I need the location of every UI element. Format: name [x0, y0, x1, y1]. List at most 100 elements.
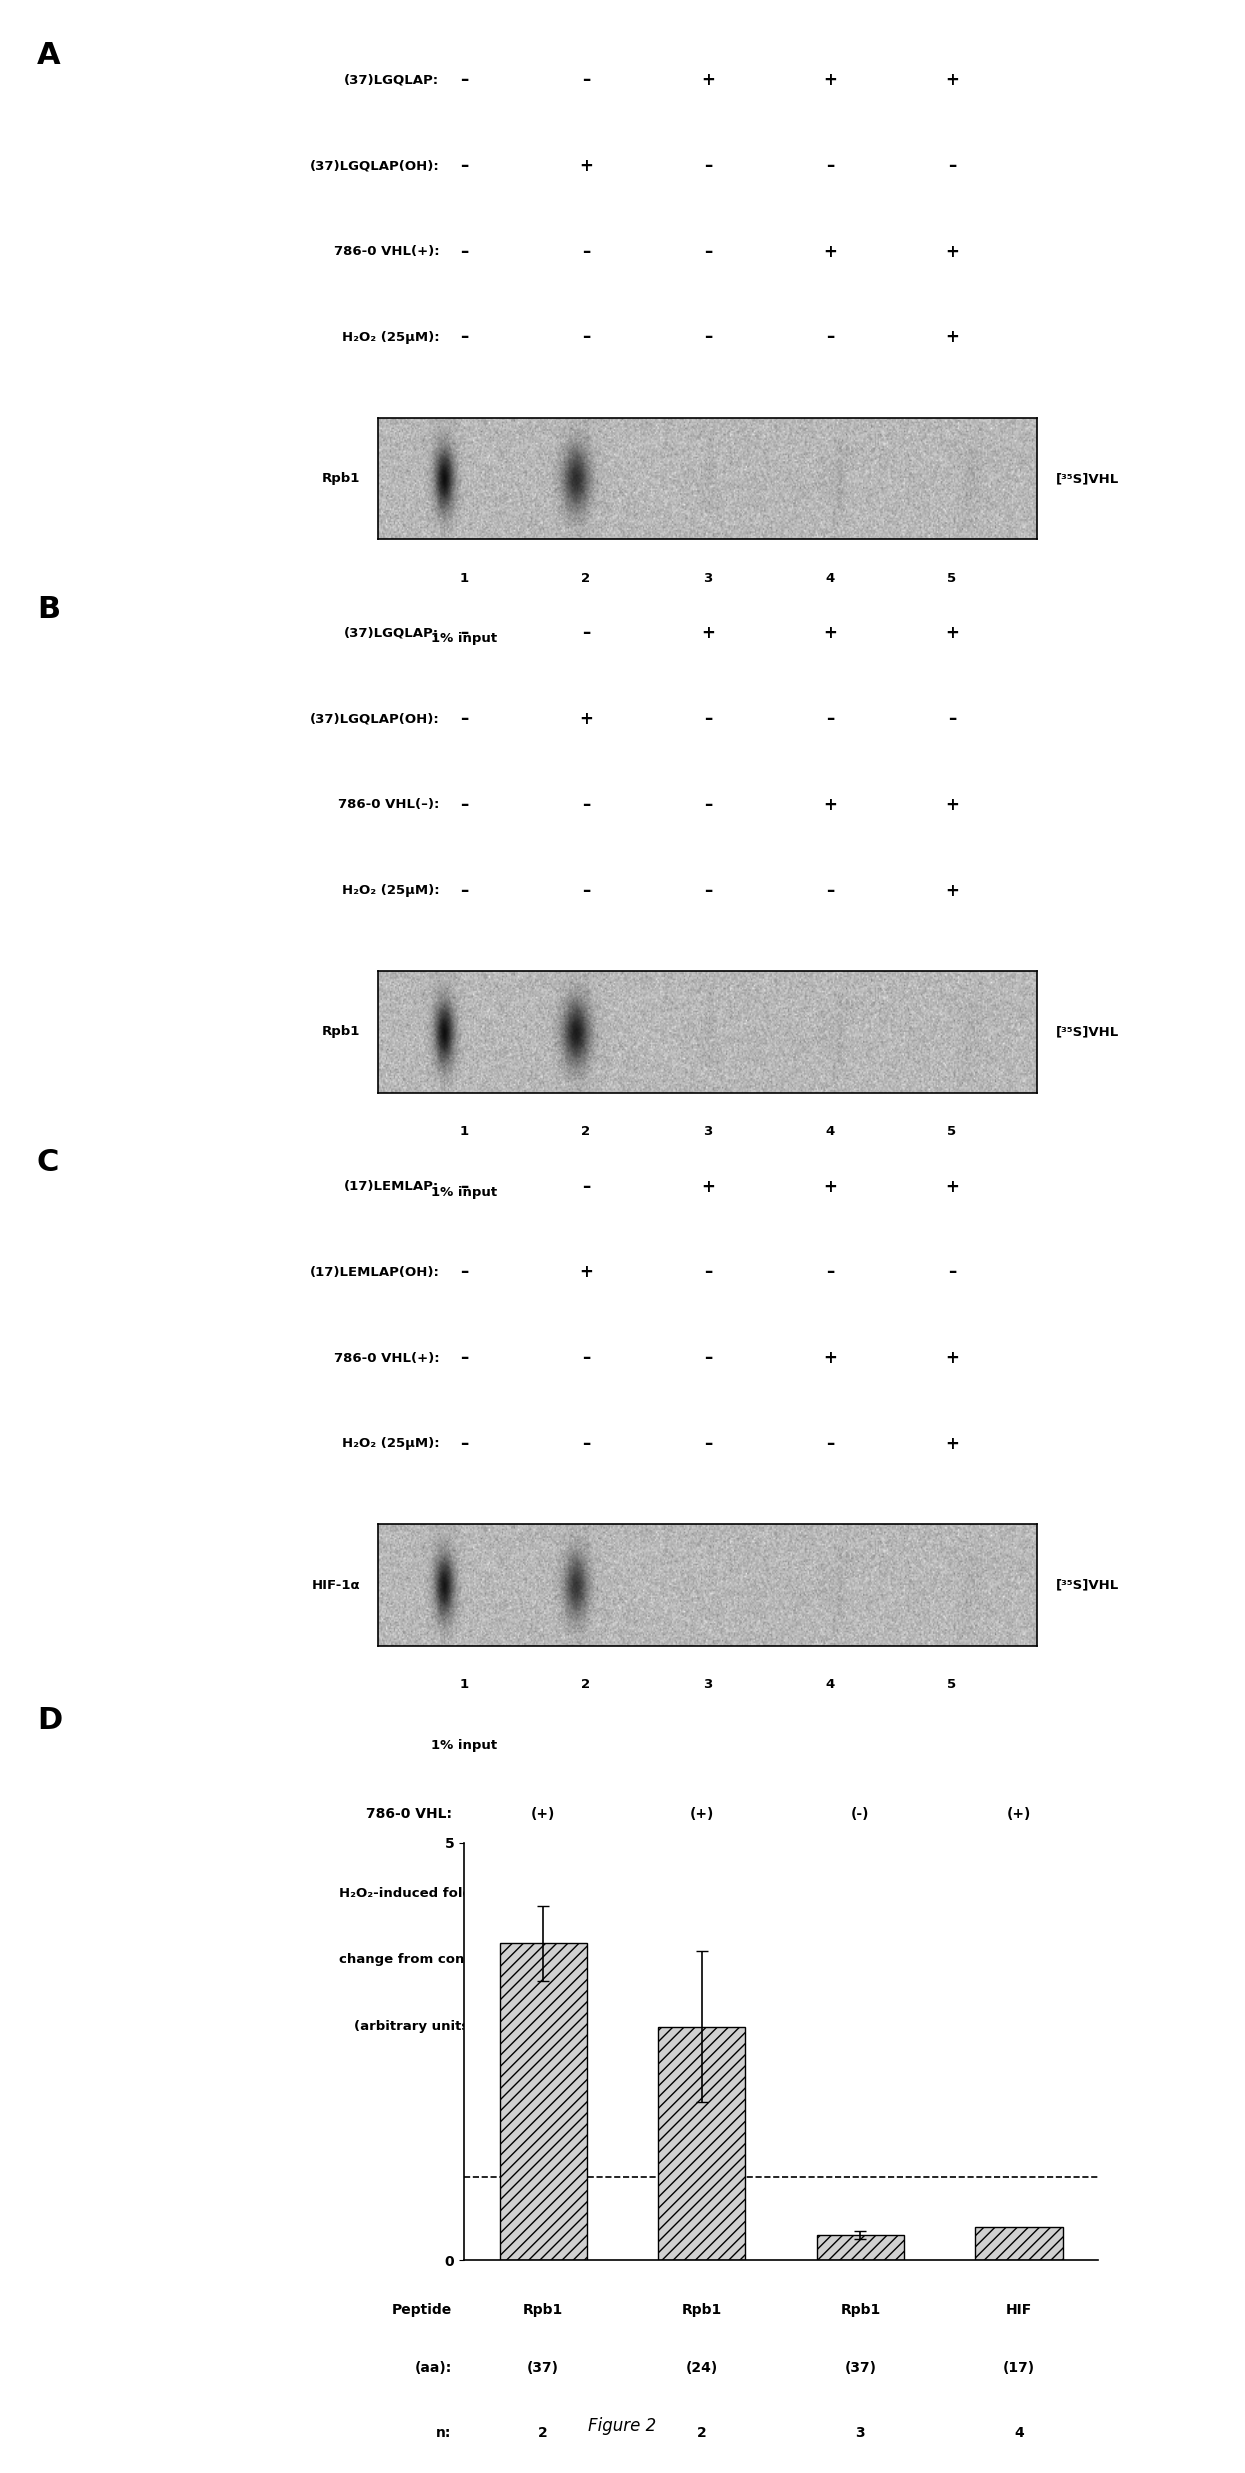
Text: 1: 1	[459, 1125, 468, 1138]
Text: 2: 2	[581, 1125, 590, 1138]
Text: Figure 2: Figure 2	[589, 2416, 656, 2436]
Text: +: +	[945, 623, 959, 643]
Text: 2: 2	[697, 2426, 707, 2441]
Text: –: –	[825, 329, 834, 346]
Text: (-): (-)	[852, 1808, 870, 1820]
Text: –: –	[459, 72, 468, 89]
Text: –: –	[947, 156, 956, 176]
Text: [³⁵S]VHL: [³⁵S]VHL	[1056, 472, 1119, 485]
Text: Rpb1: Rpb1	[682, 2302, 722, 2317]
Text: 5: 5	[947, 571, 956, 584]
Text: (+): (+)	[690, 1808, 713, 1820]
Text: (aa):: (aa):	[415, 2362, 452, 2374]
Text: –: –	[459, 1264, 468, 1281]
Text: +: +	[823, 72, 837, 89]
Text: –: –	[581, 623, 590, 643]
Text: +: +	[823, 242, 837, 260]
Text: (17)LEMLAP:: (17)LEMLAP:	[344, 1180, 439, 1192]
Text: Rpb1: Rpb1	[321, 1026, 360, 1039]
Text: (+): (+)	[532, 1808, 555, 1820]
Text: (37): (37)	[844, 2362, 876, 2374]
Text: –: –	[459, 623, 468, 643]
Text: +: +	[945, 1434, 959, 1454]
Text: 4: 4	[825, 1679, 834, 1692]
Text: –: –	[459, 242, 468, 260]
Text: [³⁵S]VHL: [³⁵S]VHL	[1056, 1026, 1119, 1039]
Text: –: –	[581, 796, 590, 814]
Text: –: –	[459, 329, 468, 346]
Text: –: –	[459, 1434, 468, 1454]
Text: –: –	[581, 1434, 590, 1454]
Text: –: –	[703, 1264, 712, 1281]
Text: HIF-1α: HIF-1α	[311, 1578, 360, 1593]
Text: H₂O₂ (25μM):: H₂O₂ (25μM):	[342, 331, 439, 344]
Text: 1: 1	[459, 571, 468, 584]
Text: –: –	[581, 1177, 590, 1197]
Text: +: +	[945, 72, 959, 89]
Text: D: D	[37, 1706, 62, 1736]
Text: H₂O₂-induced fold  5: H₂O₂-induced fold 5	[340, 1887, 491, 1899]
Text: –: –	[459, 1350, 468, 1368]
Text: HIF: HIF	[1006, 2302, 1032, 2317]
Text: B: B	[37, 594, 60, 623]
Text: –: –	[703, 796, 712, 814]
Text: –: –	[703, 1434, 712, 1454]
Text: +: +	[945, 796, 959, 814]
Text: 786-0 VHL(+):: 786-0 VHL(+):	[334, 1353, 439, 1365]
Text: +: +	[823, 623, 837, 643]
Text: 5: 5	[947, 1125, 956, 1138]
Text: (24): (24)	[686, 2362, 718, 2374]
Text: –: –	[459, 156, 468, 176]
Text: –: –	[703, 329, 712, 346]
Text: –: –	[703, 1350, 712, 1368]
Text: –: –	[459, 883, 468, 900]
Text: –: –	[581, 72, 590, 89]
Text: (17): (17)	[1003, 2362, 1035, 2374]
Text: +: +	[945, 329, 959, 346]
Text: 786-0 VHL(–):: 786-0 VHL(–):	[339, 799, 439, 811]
Text: 1% input: 1% input	[431, 1185, 497, 1199]
Text: 2: 2	[581, 571, 590, 584]
Text: 1: 1	[459, 1679, 468, 1692]
Text: +: +	[701, 623, 715, 643]
Text: 2: 2	[581, 1679, 590, 1692]
Text: –: –	[703, 156, 712, 176]
Text: 4: 4	[825, 571, 834, 584]
Text: –: –	[581, 883, 590, 900]
Text: –: –	[825, 156, 834, 176]
Text: –: –	[825, 883, 834, 900]
Text: –: –	[581, 242, 590, 260]
Text: 1% input: 1% input	[431, 1739, 497, 1751]
Text: 1% input: 1% input	[431, 633, 497, 645]
Text: –: –	[459, 710, 468, 727]
Text: –: –	[703, 242, 712, 260]
Text: (37)LGQLAP(OH):: (37)LGQLAP(OH):	[310, 158, 439, 173]
Text: 3: 3	[703, 571, 712, 584]
Text: –: –	[825, 1434, 834, 1454]
Text: (37)LGQLAP:: (37)LGQLAP:	[345, 74, 439, 87]
Text: –: –	[947, 1264, 956, 1281]
Text: +: +	[945, 242, 959, 260]
Text: change from control: change from control	[339, 1954, 491, 1966]
Text: C: C	[37, 1147, 60, 1177]
Text: 5: 5	[947, 1679, 956, 1692]
Text: +: +	[579, 1264, 593, 1281]
Text: 3: 3	[703, 1125, 712, 1138]
Text: (37)LGQLAP(OH):: (37)LGQLAP(OH):	[310, 712, 439, 725]
Text: Rpb1: Rpb1	[321, 472, 360, 485]
Text: H₂O₂ (25μM):: H₂O₂ (25μM):	[342, 1437, 439, 1452]
Text: 786-0 VHL(+):: 786-0 VHL(+):	[334, 245, 439, 257]
Text: +: +	[823, 1177, 837, 1197]
Text: –: –	[703, 710, 712, 727]
Text: –: –	[459, 796, 468, 814]
Text: +: +	[945, 1177, 959, 1197]
Text: H₂O₂ (25μM):: H₂O₂ (25μM):	[342, 885, 439, 898]
Text: +: +	[701, 1177, 715, 1197]
Text: +: +	[579, 710, 593, 727]
Text: –: –	[703, 883, 712, 900]
Text: (17)LEMLAP(OH):: (17)LEMLAP(OH):	[310, 1266, 439, 1279]
Text: –: –	[581, 329, 590, 346]
Text: –: –	[825, 1264, 834, 1281]
Text: –: –	[459, 1177, 468, 1197]
Text: Rpb1: Rpb1	[523, 2302, 563, 2317]
